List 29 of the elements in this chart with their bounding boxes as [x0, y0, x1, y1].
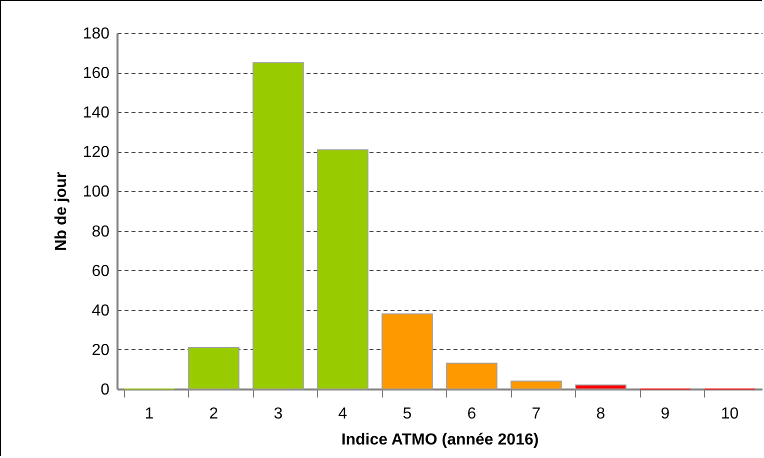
x-tick-label: 7	[532, 406, 541, 422]
x-tick-label: 8	[596, 406, 606, 422]
y-axis-title: Nb de jour	[52, 172, 70, 252]
x-tick-label: 4	[338, 406, 348, 422]
y-tick-label: 0	[100, 382, 110, 398]
bar	[317, 149, 368, 390]
x-tick-label: 1	[144, 406, 154, 422]
bar	[252, 62, 304, 390]
y-tick-label: 20	[92, 342, 110, 359]
y-tick-label: 140	[82, 104, 110, 122]
y-tick-label: 60	[92, 262, 110, 280]
y-tick-label: 80	[92, 223, 110, 240]
bar	[188, 346, 240, 390]
x-tick-label: 6	[467, 406, 476, 422]
bar	[446, 362, 498, 390]
x-tick-label: 3	[274, 406, 283, 422]
x-tick-label: 9	[660, 406, 670, 422]
bar	[510, 380, 562, 390]
bar	[575, 384, 626, 390]
y-tick-label: 180	[82, 26, 110, 42]
x-tick-label: 10	[720, 406, 739, 422]
y-tick-label: 160	[82, 65, 110, 82]
y-tick-label: 40	[92, 302, 110, 320]
y-tick-label: 120	[82, 144, 110, 162]
bar	[382, 313, 433, 390]
x-tick-label: 5	[402, 406, 412, 422]
x-axis-title: Indice ATMO (année 2016)	[341, 432, 539, 448]
y-tick-label: 100	[82, 184, 110, 201]
x-tick-label: 2	[209, 406, 218, 422]
